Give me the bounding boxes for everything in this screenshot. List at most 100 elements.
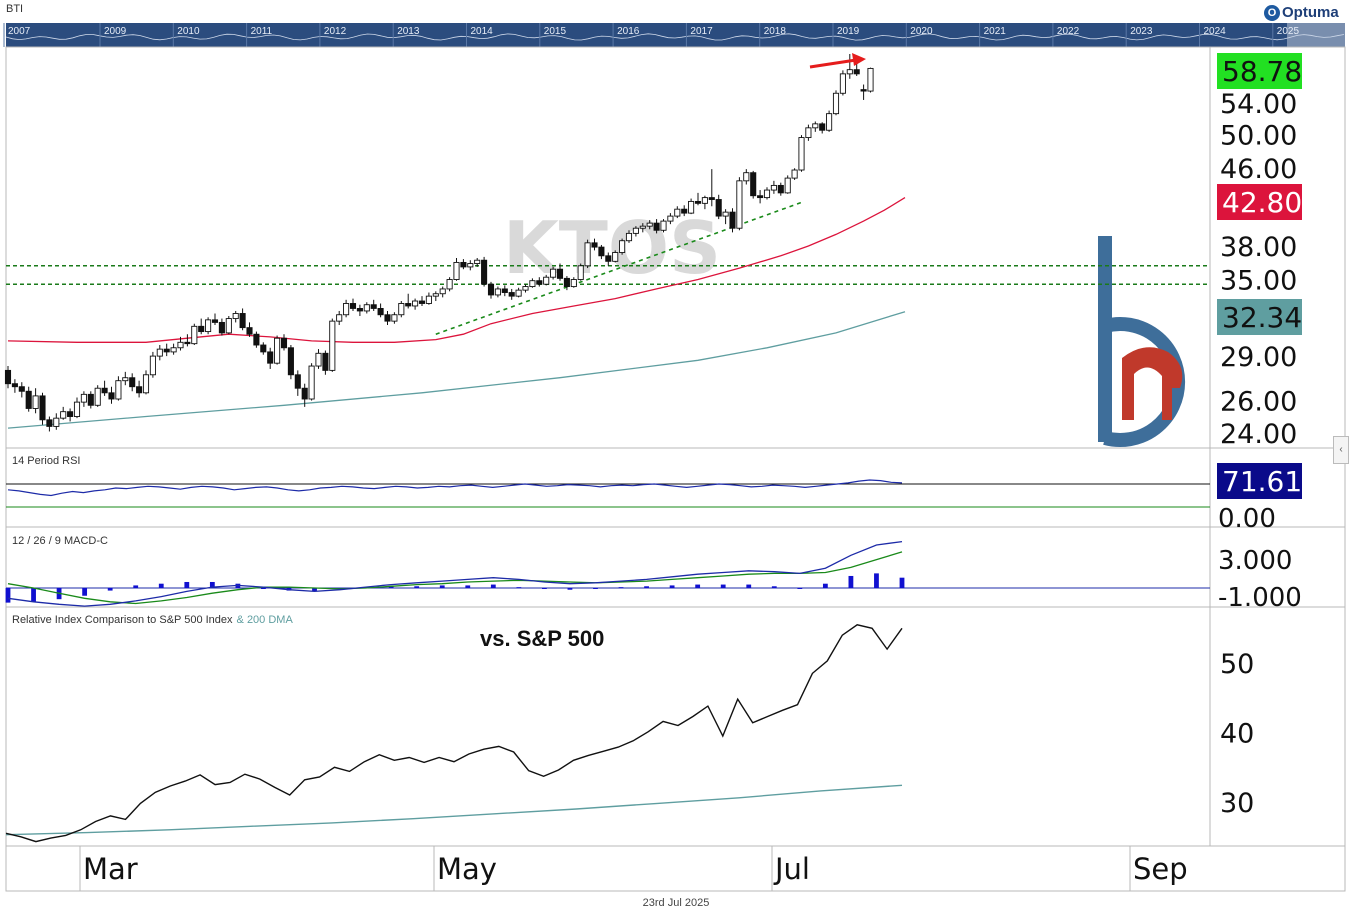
macd-histogram-bar bbox=[695, 584, 701, 588]
price-y-tick-label: 50.00 bbox=[1220, 120, 1297, 151]
candle bbox=[763, 187, 771, 200]
navigator-year-label: 2014 bbox=[471, 26, 494, 37]
panel-scroll-left-button[interactable]: ‹ bbox=[1333, 436, 1349, 464]
candle bbox=[515, 287, 522, 298]
navigator-year-label: 2024 bbox=[1204, 26, 1227, 37]
navigator-strip[interactable]: 2007 2009 2010 2011 2012 2013 2014 2015 2016 2017… bbox=[3, 23, 1345, 47]
navigator-window[interactable] bbox=[1287, 23, 1345, 47]
candle bbox=[343, 299, 350, 318]
candle bbox=[605, 252, 612, 266]
ma-slow-label: 32.34 bbox=[1222, 301, 1302, 334]
candle bbox=[67, 408, 74, 422]
candle bbox=[301, 383, 308, 407]
relative-y-tick-label: 40 bbox=[1220, 719, 1254, 750]
candle bbox=[563, 276, 570, 291]
candle bbox=[701, 195, 708, 210]
candle bbox=[543, 274, 550, 286]
candle bbox=[777, 182, 784, 196]
navigator-year-label: 2022 bbox=[1057, 26, 1080, 37]
ma-slow-badge bbox=[1217, 299, 1302, 335]
ma-fast-label: 42.80 bbox=[1222, 186, 1302, 219]
candle bbox=[136, 380, 143, 398]
candle bbox=[832, 90, 840, 116]
navigator-year-label: 2013 bbox=[397, 26, 420, 37]
candle bbox=[115, 376, 122, 401]
candle bbox=[384, 310, 391, 326]
price-y-tick-label: 54.00 bbox=[1220, 89, 1297, 120]
month-label: Jul bbox=[773, 852, 810, 886]
rsi-value-label: 71.61 bbox=[1222, 465, 1302, 498]
candle bbox=[370, 299, 377, 311]
candle bbox=[253, 331, 260, 348]
rsi-title: 14 Period RSI bbox=[12, 455, 80, 467]
candle bbox=[812, 121, 819, 132]
candle bbox=[87, 391, 94, 409]
navigator-year-label: 2020 bbox=[910, 26, 933, 37]
candle bbox=[363, 302, 370, 314]
candle bbox=[736, 177, 743, 231]
candle bbox=[18, 382, 25, 398]
macd-histogram-bar bbox=[771, 586, 777, 588]
rsi-line bbox=[7, 479, 903, 497]
price-y-tick-label: 46.00 bbox=[1220, 154, 1297, 185]
candle bbox=[239, 308, 246, 331]
candle bbox=[556, 263, 564, 281]
navigator-line bbox=[5, 33, 1345, 41]
last-price-label: 58.78 bbox=[1222, 55, 1302, 88]
relative-ratio-line bbox=[5, 624, 903, 843]
candle bbox=[860, 84, 867, 100]
candle bbox=[267, 347, 274, 369]
macd-histogram-bar bbox=[5, 588, 11, 603]
candle bbox=[156, 345, 163, 361]
macd-histogram-bar bbox=[593, 588, 598, 589]
macd-histogram-bar bbox=[567, 588, 573, 590]
rsi-panel[interactable]: 14 Period RSI 71.61 0.00 bbox=[6, 455, 1302, 534]
navigator-year-label: 2018 bbox=[764, 26, 787, 37]
macd-panel[interactable]: 12 / 26 / 9 MACD-C 3.000 -1.000 bbox=[5, 535, 1302, 613]
navigator-background[interactable] bbox=[6, 23, 1345, 47]
candle bbox=[80, 391, 87, 407]
navigator-year-label: 2017 bbox=[690, 26, 713, 37]
macd-histogram-bar bbox=[822, 583, 828, 588]
candle bbox=[446, 277, 453, 292]
price-y-tick-label: 24.00 bbox=[1220, 419, 1297, 450]
candle bbox=[757, 190, 764, 204]
candle bbox=[584, 239, 591, 269]
candle bbox=[819, 122, 826, 134]
price-y-tick-label: 26.00 bbox=[1220, 387, 1297, 418]
ma-fast-badge bbox=[1217, 184, 1302, 220]
macd-histogram-bar bbox=[542, 588, 547, 589]
candle bbox=[246, 322, 253, 337]
candle bbox=[53, 413, 60, 430]
candle bbox=[377, 303, 384, 318]
candle bbox=[142, 370, 150, 395]
candle bbox=[122, 371, 129, 386]
macd-histogram-bar bbox=[669, 585, 675, 588]
navigator-year-label: 2012 bbox=[324, 26, 347, 37]
candle bbox=[4, 366, 12, 389]
month-label: Sep bbox=[1133, 852, 1188, 886]
macd-histogram-bar bbox=[746, 584, 752, 588]
macd-histogram-bar bbox=[312, 588, 317, 592]
candle bbox=[529, 278, 536, 288]
navigator-year-label: 2025 bbox=[1277, 26, 1300, 37]
macd-histogram-bar bbox=[414, 586, 420, 588]
candle bbox=[287, 345, 294, 380]
relative-y-ticks: 50 40 30 bbox=[1220, 649, 1254, 819]
candle bbox=[474, 258, 481, 267]
relative-panel[interactable]: Relative Index Comparison to S&P 500 Ind… bbox=[5, 614, 1254, 843]
candle bbox=[322, 350, 329, 375]
candle bbox=[184, 334, 191, 347]
panel-frames bbox=[5, 46, 1346, 892]
candle bbox=[218, 318, 225, 336]
candle bbox=[425, 292, 432, 305]
candle bbox=[356, 304, 363, 317]
candle bbox=[688, 198, 695, 215]
rsi-y-tick: 0.00 bbox=[1218, 504, 1276, 534]
candle bbox=[501, 285, 508, 297]
relative-title: Relative Index Comparison to S&P 500 Ind… bbox=[12, 614, 293, 626]
